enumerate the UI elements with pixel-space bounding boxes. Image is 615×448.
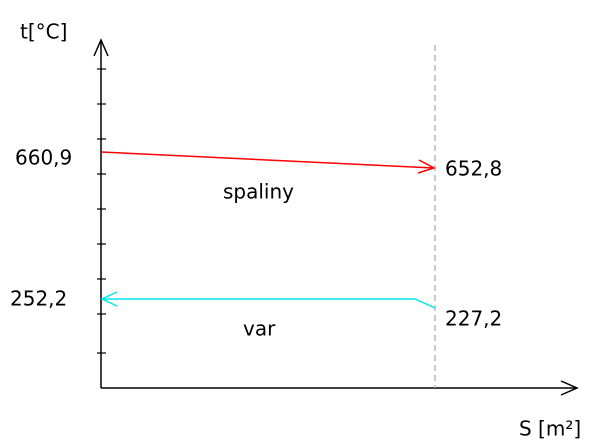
stream-label: spaliny [223, 180, 294, 204]
stream-label: var [243, 317, 276, 341]
y-ticks [97, 68, 106, 354]
temp-label: 660,9 [15, 146, 72, 170]
stream-var [100, 291, 436, 309]
axes [93, 38, 579, 396]
temp-label: 227,2 [445, 307, 502, 331]
temp-label: 652,8 [445, 157, 502, 181]
stream-spaliny [100, 151, 436, 174]
x-axis-arrow [560, 380, 579, 396]
y-axis-label: t[°C] [20, 20, 67, 44]
temp-label: 252,2 [10, 287, 67, 311]
y-axis-arrow [93, 38, 109, 57]
x-axis-label: S [m²] [519, 417, 581, 441]
